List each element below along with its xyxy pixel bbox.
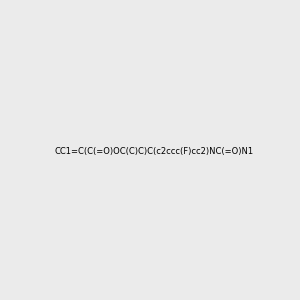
Text: CC1=C(C(=O)OC(C)C)C(c2ccc(F)cc2)NC(=O)N1: CC1=C(C(=O)OC(C)C)C(c2ccc(F)cc2)NC(=O)N1 [54,147,253,156]
